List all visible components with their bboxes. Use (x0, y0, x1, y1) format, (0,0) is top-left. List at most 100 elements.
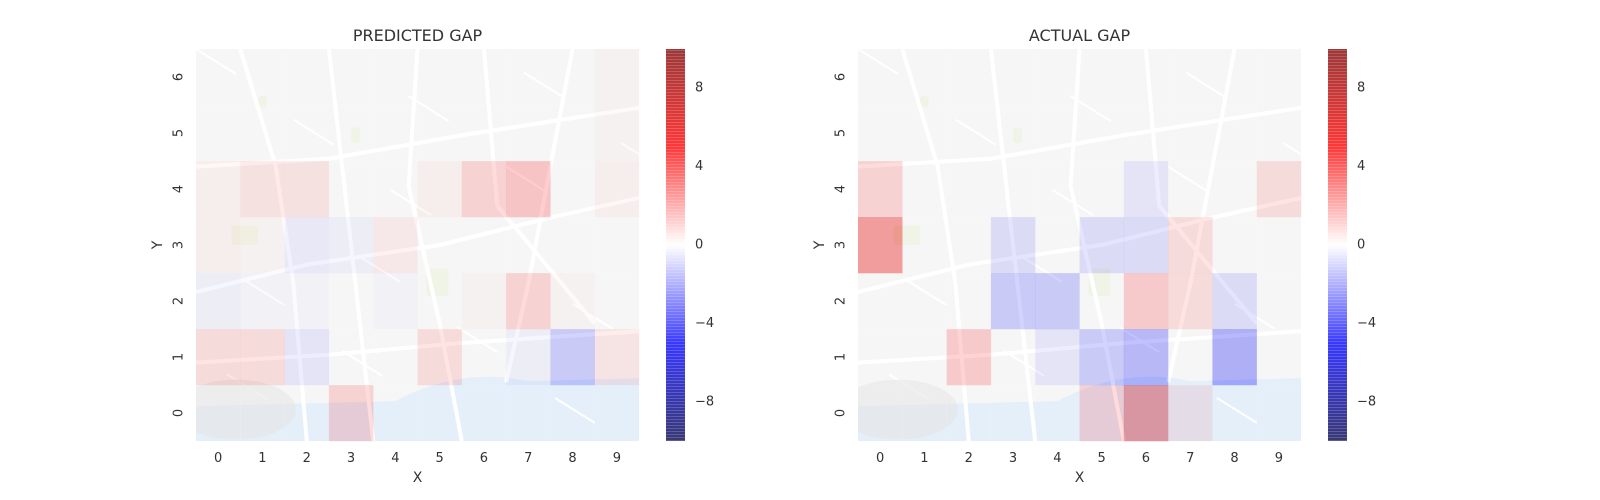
heatmap-cell-x1-y1 (902, 329, 947, 386)
map-background (196, 49, 639, 441)
heatmap-cell-x4-y4 (373, 161, 418, 218)
heatmap-cell-x0-y6 (858, 49, 903, 106)
heatmap-cell-x5-y5 (1079, 105, 1125, 162)
heatmap-cell-x3-y5 (990, 105, 1036, 162)
heatmap-cell-x7-y0 (506, 385, 551, 442)
heatmap-cell-x1-y6 (240, 49, 285, 106)
y-tick-label: 2 (172, 297, 187, 305)
heatmap-cell-x2-y0 (946, 385, 992, 442)
x-tick-label: 0 (214, 451, 222, 466)
heatmap-cell-x9-y6 (1256, 49, 1302, 106)
heatmap-cell-x8-y1 (550, 329, 595, 386)
heatmap-cell-x0-y3 (196, 217, 241, 274)
y-tick-label: 5 (834, 129, 849, 137)
heatmap-cell-x7-y5 (506, 105, 551, 162)
heatmap-cell-x3-y4 (990, 161, 1036, 218)
heatmap-cell-x7-y4 (506, 161, 551, 218)
heatmap-cell-x9-y2 (594, 273, 640, 330)
y-tick-label: 2 (834, 297, 849, 305)
x-tick-label: 9 (1275, 451, 1283, 466)
heatmap-panel-1: ACTUAL GAP 0 1 2 3 4 5 6 7 8 9 0 1 2 3 4 5 6 X Y −8 −4 0 4 8 (812, 26, 1376, 486)
colorbar-tick-label: −8 (1357, 394, 1376, 409)
heatmap-cell-x6-y3 (1123, 217, 1169, 274)
x-tick-label: 3 (1009, 451, 1017, 466)
heatmap-cell-x5-y2 (417, 273, 463, 330)
heatmap-cell-x1-y3 (240, 217, 285, 274)
heatmap-cell-x5-y4 (1079, 161, 1125, 218)
heatmap-cell-x8-y5 (550, 105, 595, 162)
heatmap-cell-x9-y3 (1256, 217, 1302, 274)
heatmap-cell-x4-y3 (1035, 217, 1080, 274)
x-tick-label: 8 (1230, 451, 1238, 466)
chart-title: ACTUAL GAP (1029, 26, 1131, 45)
heatmap-cell-x7-y2 (506, 273, 551, 330)
heatmap-cell-x8-y5 (1212, 105, 1257, 162)
heatmap-cell-x4-y4 (1035, 161, 1080, 218)
colorbar-tick-label: −8 (695, 394, 714, 409)
heatmap-cell-x3-y2 (990, 273, 1036, 330)
colorbar-tick-label: 4 (1357, 159, 1365, 174)
heatmap-cell-x4-y5 (373, 105, 418, 162)
heatmap-cell-x9-y2 (1256, 273, 1302, 330)
colorbar: −8 −4 0 4 8 (1328, 49, 1376, 441)
colorbar-tick-label: 0 (1357, 238, 1365, 253)
y-axis-label: Y (150, 240, 166, 250)
y-axis-label: Y (812, 240, 828, 250)
x-tick-label: 8 (568, 451, 576, 466)
heatmap-cell-x9-y1 (594, 329, 640, 386)
x-axis-label: X (413, 470, 423, 486)
heatmap-cell-x6-y0 (1123, 385, 1169, 442)
heatmap-cell-x3-y3 (990, 217, 1036, 274)
heatmap-cell-x7-y6 (1168, 49, 1213, 106)
y-tick-label: 3 (834, 241, 849, 249)
heatmap-cell-x8-y6 (1212, 49, 1257, 106)
x-tick-label: 7 (1186, 451, 1194, 466)
heatmap-cell-x7-y5 (1168, 105, 1213, 162)
y-tick-label: 1 (834, 353, 849, 361)
heatmap-cell-x4-y6 (1035, 49, 1080, 106)
y-tick-label: 0 (172, 409, 187, 417)
heatmap-cell-x7-y2 (1168, 273, 1213, 330)
heatmap-cell-x6-y1 (461, 329, 507, 386)
x-tick-label: 9 (613, 451, 621, 466)
heatmap-cell-x3-y1 (328, 329, 374, 386)
heatmap-cell-x5-y2 (1079, 273, 1125, 330)
heatmap-cell-x5-y5 (417, 105, 463, 162)
chart-title: PREDICTED GAP (353, 26, 483, 45)
heatmap-cell-x9-y0 (594, 385, 640, 442)
heatmap-cell-x0-y1 (858, 329, 903, 386)
heatmap-cell-x8-y3 (550, 217, 595, 274)
heatmap-cell-x9-y4 (1256, 161, 1302, 218)
heatmap-cell-x7-y6 (506, 49, 551, 106)
heatmap-cell-x8-y0 (550, 385, 595, 442)
colorbar-tick-label: 4 (695, 159, 703, 174)
heatmap-cell-x3-y0 (990, 385, 1036, 442)
heatmap-cell-x5-y6 (417, 49, 463, 106)
heatmap-cell-x9-y4 (594, 161, 640, 218)
colorbar-tick-label: −4 (695, 316, 714, 331)
heatmap-cell-x2-y2 (946, 273, 992, 330)
colorbar-tick-label: 8 (1357, 81, 1365, 96)
y-tick-label: 5 (172, 129, 187, 137)
heatmap-cell-x0-y4 (196, 161, 241, 218)
heatmap-cell-x2-y2 (284, 273, 330, 330)
heatmap-cell-x7-y1 (506, 329, 551, 386)
x-axis-label: X (1075, 470, 1085, 486)
heatmap-cell-x0-y5 (196, 105, 241, 162)
heatmap-cell-x1-y2 (240, 273, 285, 330)
heatmap-cell-x0-y2 (196, 273, 241, 330)
heatmap-cell-x6-y4 (1123, 161, 1169, 218)
heatmap-cell-x4-y0 (1035, 385, 1080, 442)
heatmap-cell-x2-y5 (946, 105, 992, 162)
heatmap-cell-x3-y1 (990, 329, 1036, 386)
colorbar-tick-label: −4 (1357, 316, 1376, 331)
heatmap-cell-x7-y3 (506, 217, 551, 274)
heatmap-cell-x3-y4 (328, 161, 374, 218)
heatmap-cell-x0-y4 (858, 161, 903, 218)
heatmap-cell-x0-y3 (858, 217, 903, 274)
heatmap-cell-x1-y5 (902, 105, 947, 162)
heatmap-cell-x9-y6 (594, 49, 640, 106)
x-tick-label: 5 (1098, 451, 1106, 466)
heatmap-cell-x4-y6 (373, 49, 418, 106)
heatmap-cell-x5-y1 (1079, 329, 1125, 386)
